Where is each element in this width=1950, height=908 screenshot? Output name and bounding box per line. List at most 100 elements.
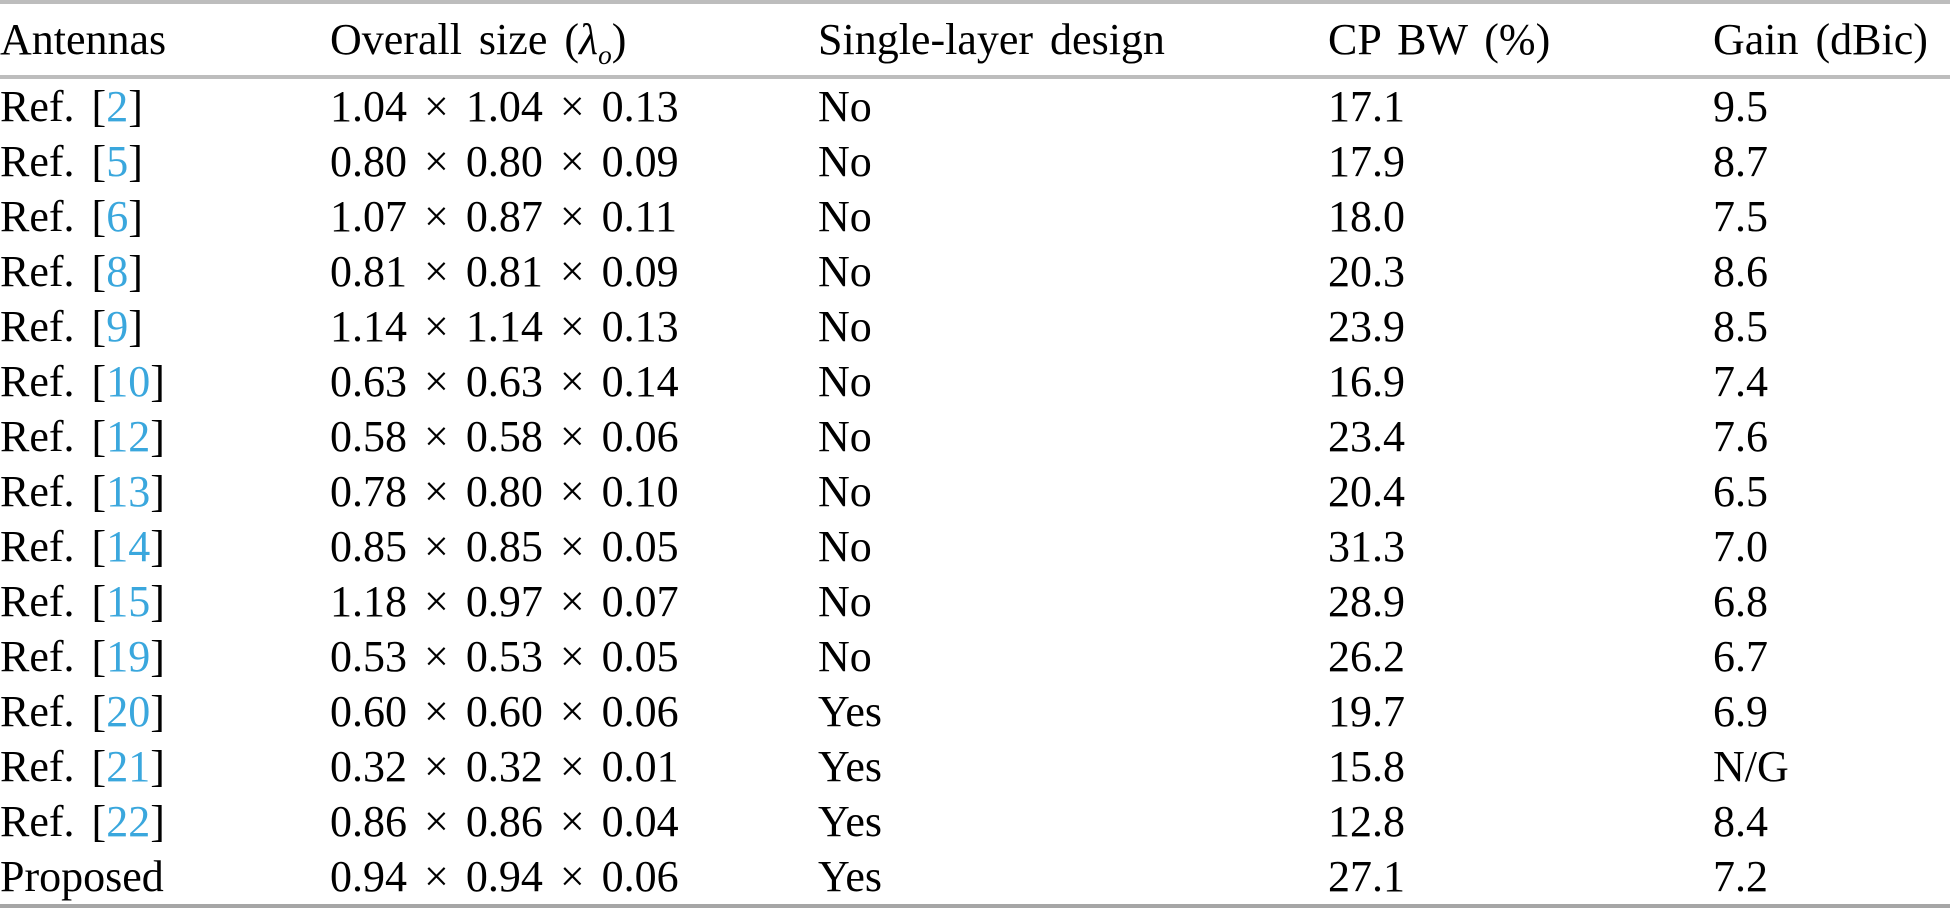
gain-cell: 8.6 [1713, 247, 1768, 296]
table-body: Ref. [2] 1.04 × 1.04 × 0.13 No 17.1 9.5 Ref. … [0, 77, 1950, 908]
single-layer-cell: No [818, 192, 872, 241]
single-layer-cell: No [818, 247, 872, 296]
citation-link[interactable]: 21 [106, 742, 151, 791]
header-row: Antennas Overall size (λo) Single-layer … [0, 2, 1950, 79]
citation-link[interactable]: 22 [106, 797, 151, 846]
overall-size-cell: 1.07 × 0.87 × 0.11 [330, 192, 677, 241]
cp-bw-cell: 19.7 [1328, 687, 1405, 736]
table-row: Ref. [12] 0.58 × 0.58 × 0.06 No 23.4 7.6 [0, 409, 1950, 464]
citation-link[interactable]: 20 [106, 687, 151, 736]
gain-cell: 7.4 [1713, 357, 1768, 406]
antenna-cell: Ref. [21] [0, 739, 330, 794]
single-layer-cell: Yes [818, 849, 1328, 908]
overall-size-cell: 1.04 × 1.04 × 0.13 [330, 82, 679, 131]
lambda-subscript: o [598, 39, 612, 70]
cp-bw-cell: 16.9 [1328, 357, 1405, 406]
antenna-cell: Ref. [2] [0, 77, 330, 134]
table-row: Ref. [14] 0.85 × 0.85 × 0.05 No 31.3 7.0 [0, 519, 1950, 574]
single-layer-cell: No [818, 467, 872, 516]
cp-bw-cell: 20.4 [1328, 467, 1405, 516]
table-row: Ref. [15] 1.18 × 0.97 × 0.07 No 28.9 6.8 [0, 574, 1950, 629]
gain-cell: 6.8 [1713, 577, 1768, 626]
cp-bw-cell: 23.9 [1328, 302, 1405, 351]
overall-size-cell: 0.32 × 0.32 × 0.01 [330, 742, 679, 791]
gain-cell: 7.2 [1713, 849, 1950, 908]
antenna-ref-prefix: Ref. [ [0, 632, 107, 681]
citation-link[interactable]: 13 [106, 467, 151, 516]
table-row: Ref. [5] 0.80 × 0.80 × 0.09 No 17.9 8.7 [0, 134, 1950, 189]
cp-bw-cell: 23.4 [1328, 412, 1405, 461]
citation-link[interactable]: 5 [106, 137, 129, 186]
antenna-ref-prefix: Ref. [ [0, 82, 107, 131]
overall-size-cell: 0.53 × 0.53 × 0.05 [330, 632, 679, 681]
overall-size-cell: 1.14 × 1.14 × 0.13 [330, 302, 679, 351]
antenna-cell: Ref. [19] [0, 629, 330, 684]
citation-link[interactable]: 15 [106, 577, 151, 626]
overall-size-cell: 0.80 × 0.80 × 0.09 [330, 137, 679, 186]
antenna-ref-prefix: Ref. [ [0, 137, 107, 186]
single-layer-cell: Yes [818, 742, 883, 791]
cp-bw-cell: 15.8 [1328, 742, 1405, 791]
overall-size-cell: 1.18 × 0.97 × 0.07 [330, 577, 679, 626]
antenna-cell: Ref. [13] [0, 464, 330, 519]
table-row: Ref. [2] 1.04 × 1.04 × 0.13 No 17.1 9.5 [0, 77, 1950, 134]
antenna-ref-suffix: ] [150, 357, 165, 406]
gain-cell: 8.5 [1713, 302, 1768, 351]
table-row: Ref. [13] 0.78 × 0.80 × 0.10 No 20.4 6.5 [0, 464, 1950, 519]
antenna-ref-suffix: ] [150, 522, 165, 571]
header-cp-bw: CP BW (%) [1328, 2, 1713, 79]
antenna-ref-suffix: ] [150, 687, 165, 736]
antenna-ref-prefix: Ref. [ [0, 302, 107, 351]
citation-link[interactable]: 12 [106, 412, 151, 461]
overall-size-cell: 0.94 × 0.94 × 0.06 [330, 849, 818, 908]
citation-link[interactable]: 14 [106, 522, 151, 571]
antenna-ref-prefix: Ref. [ [0, 247, 107, 296]
citation-link[interactable]: 8 [106, 247, 129, 296]
antenna-cell: Ref. [12] [0, 409, 330, 464]
antenna-label: Proposed [0, 852, 164, 901]
cp-bw-cell: 17.9 [1328, 137, 1405, 186]
header-overall-size: Overall size (λo) [330, 2, 818, 79]
antenna-cell: Ref. [20] [0, 684, 330, 739]
citation-link[interactable]: 2 [106, 82, 129, 131]
gain-cell: 7.6 [1713, 412, 1768, 461]
antenna-ref-suffix: ] [128, 192, 143, 241]
antenna-cell: Proposed [0, 849, 330, 908]
antenna-ref-prefix: Ref. [ [0, 577, 107, 626]
cp-bw-cell: 28.9 [1328, 577, 1405, 626]
overall-size-cell: 0.63 × 0.63 × 0.14 [330, 357, 679, 406]
single-layer-cell: Yes [818, 687, 883, 736]
single-layer-cell: No [818, 137, 872, 186]
overall-size-cell: 0.60 × 0.60 × 0.06 [330, 687, 679, 736]
overall-size-cell: 0.78 × 0.80 × 0.10 [330, 467, 679, 516]
gain-cell: 7.5 [1713, 192, 1768, 241]
gain-cell: 6.5 [1713, 467, 1768, 516]
antenna-ref-suffix: ] [150, 797, 165, 846]
citation-link[interactable]: 10 [106, 357, 151, 406]
antenna-ref-prefix: Ref. [ [0, 797, 107, 846]
table-header: Antennas Overall size (λo) Single-layer … [0, 2, 1950, 79]
gain-cell: 9.5 [1713, 82, 1768, 131]
citation-link[interactable]: 19 [106, 632, 151, 681]
antenna-cell: Ref. [6] [0, 189, 330, 244]
antenna-cell: Ref. [22] [0, 794, 330, 849]
antenna-ref-prefix: Ref. [ [0, 467, 107, 516]
table-row: Ref. [6] 1.07 × 0.87 × 0.11 No 18.0 7.5 [0, 189, 1950, 244]
antenna-ref-suffix: ] [128, 137, 143, 186]
citation-link[interactable]: 6 [106, 192, 129, 241]
antenna-ref-prefix: Ref. [ [0, 192, 107, 241]
antenna-cell: Ref. [8] [0, 244, 330, 299]
antenna-ref-suffix: ] [150, 467, 165, 516]
antenna-ref-suffix: ] [150, 412, 165, 461]
gain-cell: 7.0 [1713, 522, 1768, 571]
cp-bw-cell: 12.8 [1328, 797, 1405, 846]
overall-size-cell: 0.81 × 0.81 × 0.09 [330, 247, 679, 296]
header-gain: Gain (dBic) [1713, 2, 1950, 79]
overall-size-cell: 0.58 × 0.58 × 0.06 [330, 412, 679, 461]
citation-link[interactable]: 9 [106, 302, 129, 351]
gain-cell: N/G [1713, 742, 1789, 791]
gain-cell: 8.7 [1713, 137, 1768, 186]
cp-bw-cell: 31.3 [1328, 522, 1405, 571]
